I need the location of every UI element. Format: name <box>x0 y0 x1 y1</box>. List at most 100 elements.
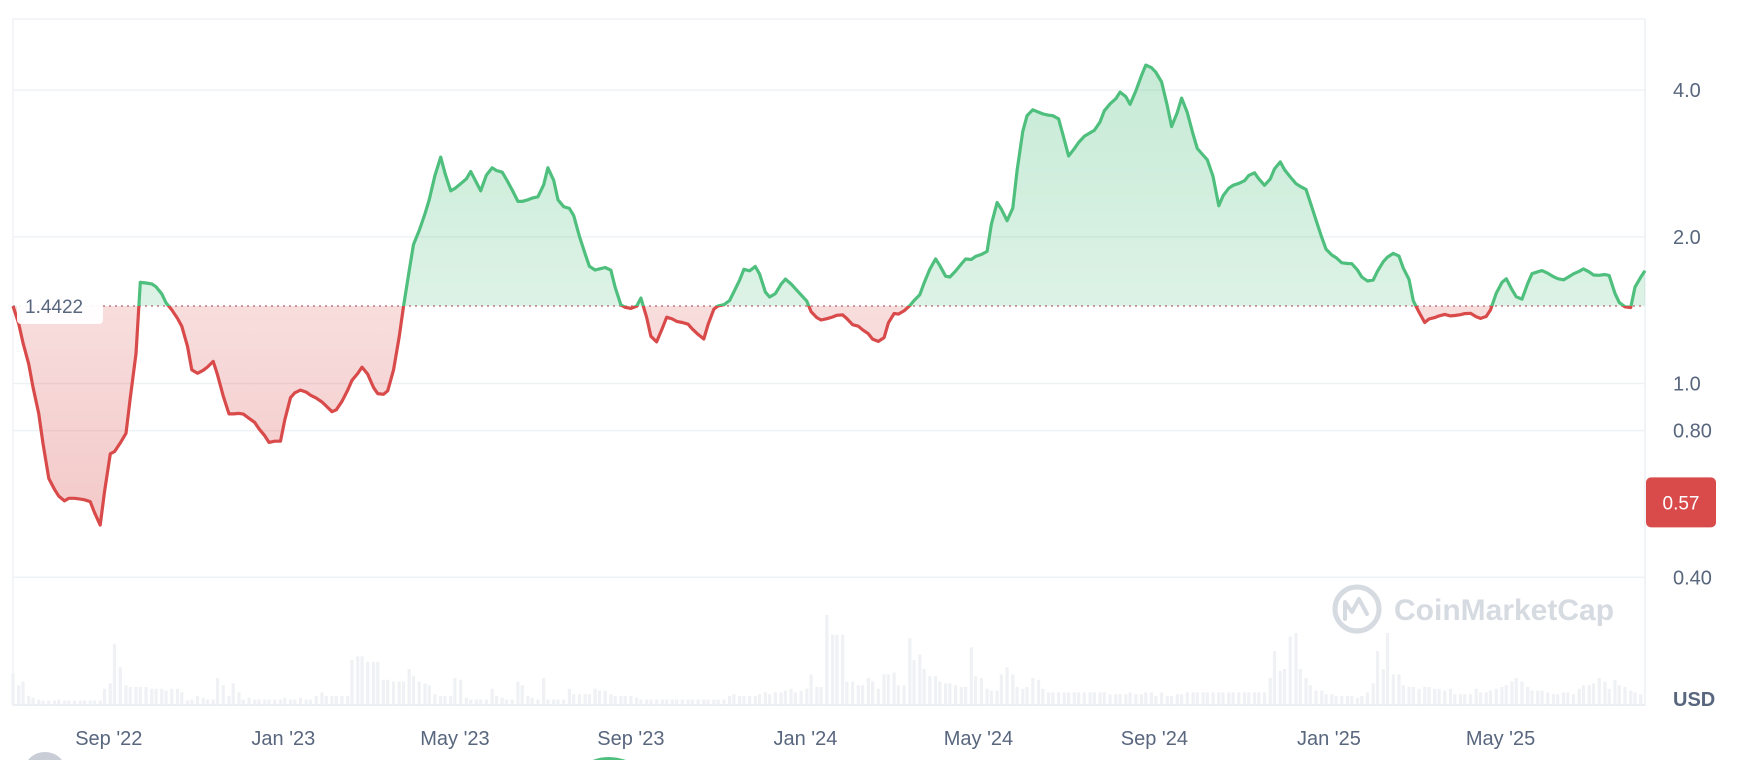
volume-bar <box>479 699 483 705</box>
volume-bar <box>536 699 540 705</box>
y-axis-ticks: 4.0 2.0 1.0 0.80 0.40 <box>1673 80 1712 589</box>
volume-bar <box>1360 696 1364 705</box>
volume-bar <box>72 700 77 705</box>
volume-bar <box>278 699 283 705</box>
volume-bar <box>118 667 122 705</box>
volume-bar <box>985 688 989 705</box>
watermark: CoinMarketCap <box>1332 584 1614 634</box>
volume-bar <box>52 700 57 705</box>
volume-bar <box>1623 687 1627 705</box>
volume-bar <box>593 688 597 705</box>
volume-bar <box>1629 690 1633 705</box>
volume-bar <box>411 676 416 705</box>
volume-bar <box>1221 692 1225 705</box>
volume-bar <box>1617 685 1621 705</box>
volume-bar <box>1474 688 1478 705</box>
y-tick-label: 0.80 <box>1673 421 1712 443</box>
volume-bar <box>964 687 968 705</box>
volume-bar <box>1397 674 1401 705</box>
volume-bar <box>397 681 401 705</box>
volume-bar <box>320 692 324 705</box>
volume-bar <box>211 699 215 705</box>
volume-bar <box>504 699 509 705</box>
volume-bar <box>37 699 41 705</box>
volume-bar <box>918 654 922 705</box>
volume-bar <box>108 683 112 705</box>
volume-bar <box>716 699 720 705</box>
volume-bar <box>1257 692 1261 705</box>
volume-bar <box>1463 694 1467 705</box>
volume-bar <box>330 696 334 705</box>
volume-bar <box>283 697 287 705</box>
volume-bar <box>645 699 649 705</box>
volume-bar <box>815 687 819 705</box>
volume-bar <box>427 685 431 705</box>
volume-bar <box>1591 683 1596 705</box>
volume-bar <box>665 699 669 705</box>
volume-bar <box>1407 687 1411 705</box>
volume-bar <box>253 699 257 705</box>
volume-bar <box>407 669 411 705</box>
volume-bar <box>546 699 550 705</box>
volume-bar <box>649 699 653 705</box>
volume-bar <box>753 696 757 705</box>
volume-bar <box>959 687 963 705</box>
volume-bar <box>882 674 886 705</box>
volume-bar <box>722 699 726 705</box>
volume-bar <box>1098 692 1102 705</box>
volume-bar <box>670 699 674 705</box>
volume-bar <box>902 685 906 705</box>
volume-bar <box>144 687 148 705</box>
volume-bar <box>324 696 328 705</box>
volume-bar <box>1056 692 1061 705</box>
volume-bar <box>1165 696 1169 705</box>
x-tick-label: Sep '24 <box>1121 728 1188 750</box>
volume-bar <box>1514 678 1518 705</box>
volume-bar <box>1334 696 1338 705</box>
volume-bar <box>732 694 736 705</box>
volume-bar <box>789 688 793 705</box>
volume-bar <box>215 678 220 705</box>
volume-bar <box>1159 692 1164 705</box>
volume-bar <box>227 696 231 705</box>
x-tick-label: May '24 <box>944 728 1013 750</box>
volume-bar <box>583 694 587 705</box>
volume-bar <box>21 681 25 705</box>
current-price-value: 0.57 <box>1663 493 1700 514</box>
volume-bar <box>758 694 762 705</box>
volume-bar <box>639 699 643 705</box>
volume-bar <box>706 699 710 705</box>
volume-bar <box>1530 690 1534 705</box>
current-price-tag: 0.57 <box>1646 477 1716 528</box>
volume-bar <box>1252 692 1257 705</box>
volume-bar <box>613 696 617 705</box>
volume-bar <box>1587 685 1591 705</box>
volume-bar <box>1169 696 1174 705</box>
volume-bar <box>1011 674 1015 705</box>
volume-bar <box>1217 692 1221 705</box>
volume-bar <box>1046 692 1051 705</box>
volume-bar <box>680 699 684 705</box>
volume-bar <box>1330 694 1334 705</box>
volume-bar <box>1282 669 1287 705</box>
volume-bar <box>660 699 664 705</box>
volume-bar <box>453 678 457 705</box>
volume-bar <box>47 700 51 705</box>
volume-bar <box>298 697 303 705</box>
volume-bar <box>78 700 82 705</box>
volume-bar <box>845 681 849 705</box>
volume-bar <box>366 661 370 705</box>
volume-bar <box>686 699 690 705</box>
volume-bar <box>979 678 983 705</box>
volume-bar <box>908 638 912 705</box>
volume-bar <box>1262 692 1267 705</box>
volume-bar <box>609 694 613 705</box>
volume-bar <box>267 699 271 705</box>
volume-bar <box>1536 690 1540 705</box>
volume-bar <box>464 697 469 705</box>
volume-bar <box>308 699 313 705</box>
volume-bar <box>1448 688 1453 705</box>
volume-bar <box>825 615 829 705</box>
